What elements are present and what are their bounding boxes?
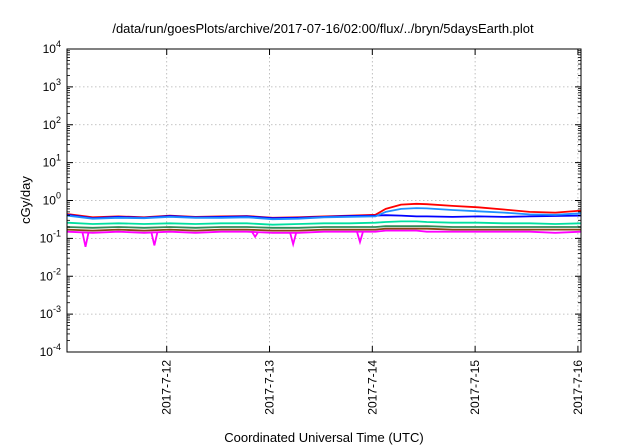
series-line-1 [66, 202, 582, 219]
series-layer [66, 202, 582, 248]
x-tick-label: 2017-7-15 [468, 360, 482, 415]
y-tick-label: 100 [43, 191, 61, 208]
x-tick-label: 2017-7-12 [160, 360, 174, 415]
y-tick-label: 104 [43, 39, 61, 56]
series-spike [81, 232, 90, 247]
y-tick-label: 10-4 [40, 342, 61, 359]
series-spike [150, 232, 159, 246]
series-line-3 [66, 207, 582, 221]
y-tick-label: 10-3 [40, 304, 61, 321]
y-tick-label: 10-1 [40, 228, 61, 245]
y-axis-label: cGy/day [18, 176, 33, 224]
x-tick-label: 2017-7-13 [263, 360, 277, 415]
series-spike [251, 231, 259, 239]
series-line-5 [66, 225, 581, 229]
y-tick-label: 101 [43, 153, 61, 170]
series-spike [289, 232, 298, 248]
x-axis-label: Coordinated Universal Time (UTC) [224, 430, 423, 445]
grid [67, 48, 581, 353]
y-tick-label: 10-2 [40, 266, 61, 283]
series-line-6 [66, 227, 581, 232]
y-tick-label: 102 [43, 115, 61, 132]
x-tick-label: 2017-7-14 [365, 360, 379, 415]
y-tick-label: 103 [43, 77, 61, 94]
series-line-4 [66, 220, 582, 226]
chart-title: /data/run/goesPlots/archive/2017-07-16/0… [112, 21, 534, 36]
series-spike [356, 231, 364, 246]
x-axis: 2017-7-12 2017-7-13 2017-7-14 2017-7-15 2017… [160, 49, 585, 415]
x-tick-label: 2017-7-16 [571, 360, 585, 415]
series-line-7 [66, 229, 582, 234]
y-axis: 104 103 102 101 100 10-1 10-2 10-3 10-4 [40, 39, 581, 359]
